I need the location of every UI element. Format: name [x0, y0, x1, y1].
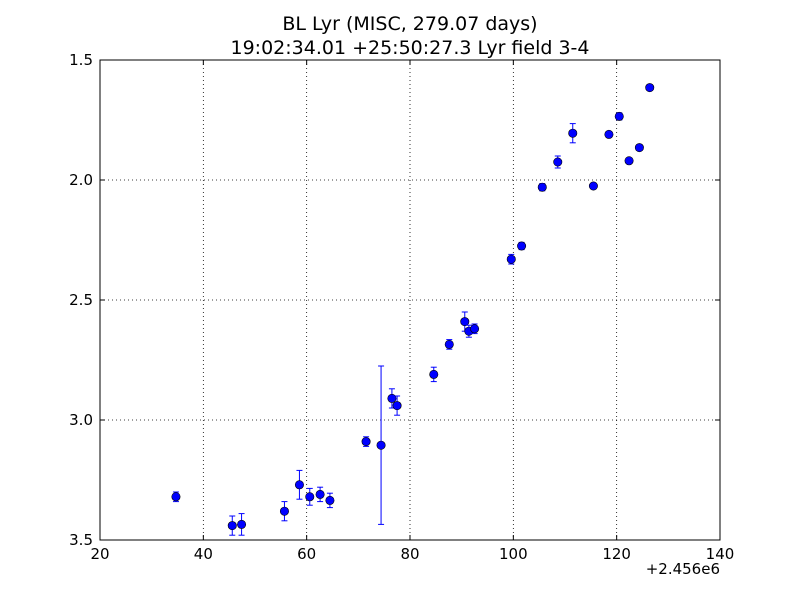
data-point — [506, 254, 516, 264]
y-tick-label: 3.0 — [69, 411, 93, 429]
y-tick-label: 2.5 — [69, 291, 93, 309]
data-point — [645, 83, 655, 93]
data-point — [294, 480, 304, 490]
data-point — [376, 440, 386, 450]
data-point — [604, 129, 614, 139]
data-point — [392, 401, 402, 411]
data-points — [171, 83, 655, 536]
data-point — [387, 393, 397, 403]
data-point — [171, 492, 181, 502]
chart-title-line-1: BL Lyr (MISC, 279.07 days) — [282, 13, 537, 35]
data-point — [325, 495, 335, 505]
x-tick-label: 140 — [706, 545, 735, 563]
y-tick-label: 2.0 — [69, 171, 93, 189]
y-tick-label: 1.5 — [69, 51, 93, 69]
axis-ticks: 20 40 60 80 100 120 140 1.5 2.0 2.5 3.0 3.5 — [69, 51, 734, 563]
x-axis-offset-label: +2.456e6 — [646, 560, 720, 578]
data-point — [634, 143, 644, 153]
data-point — [361, 437, 371, 447]
data-point — [568, 128, 578, 138]
x-tick-label: 120 — [602, 545, 631, 563]
data-point — [614, 111, 624, 121]
x-tick-label: 100 — [499, 545, 528, 563]
x-tick-label: 20 — [90, 545, 109, 563]
data-point — [517, 241, 527, 251]
x-tick-label: 80 — [400, 545, 419, 563]
data-point — [279, 506, 289, 516]
y-tick-label: 3.5 — [69, 531, 93, 549]
data-point — [537, 182, 547, 192]
data-point — [624, 156, 634, 166]
data-point — [305, 492, 315, 502]
x-tick-label: 40 — [194, 545, 213, 563]
data-point — [553, 157, 563, 167]
data-point — [470, 324, 480, 334]
grid-lines — [100, 60, 720, 540]
data-point — [429, 369, 439, 379]
data-point — [237, 519, 247, 529]
data-point — [315, 489, 325, 499]
data-point — [444, 339, 454, 349]
data-point — [588, 181, 598, 191]
chart-title-line-2: 19:02:34.01 +25:50:27.3 Lyr field 3-4 — [230, 37, 589, 59]
data-point — [227, 521, 237, 531]
x-tick-label: 60 — [297, 545, 316, 563]
data-point — [460, 317, 470, 327]
